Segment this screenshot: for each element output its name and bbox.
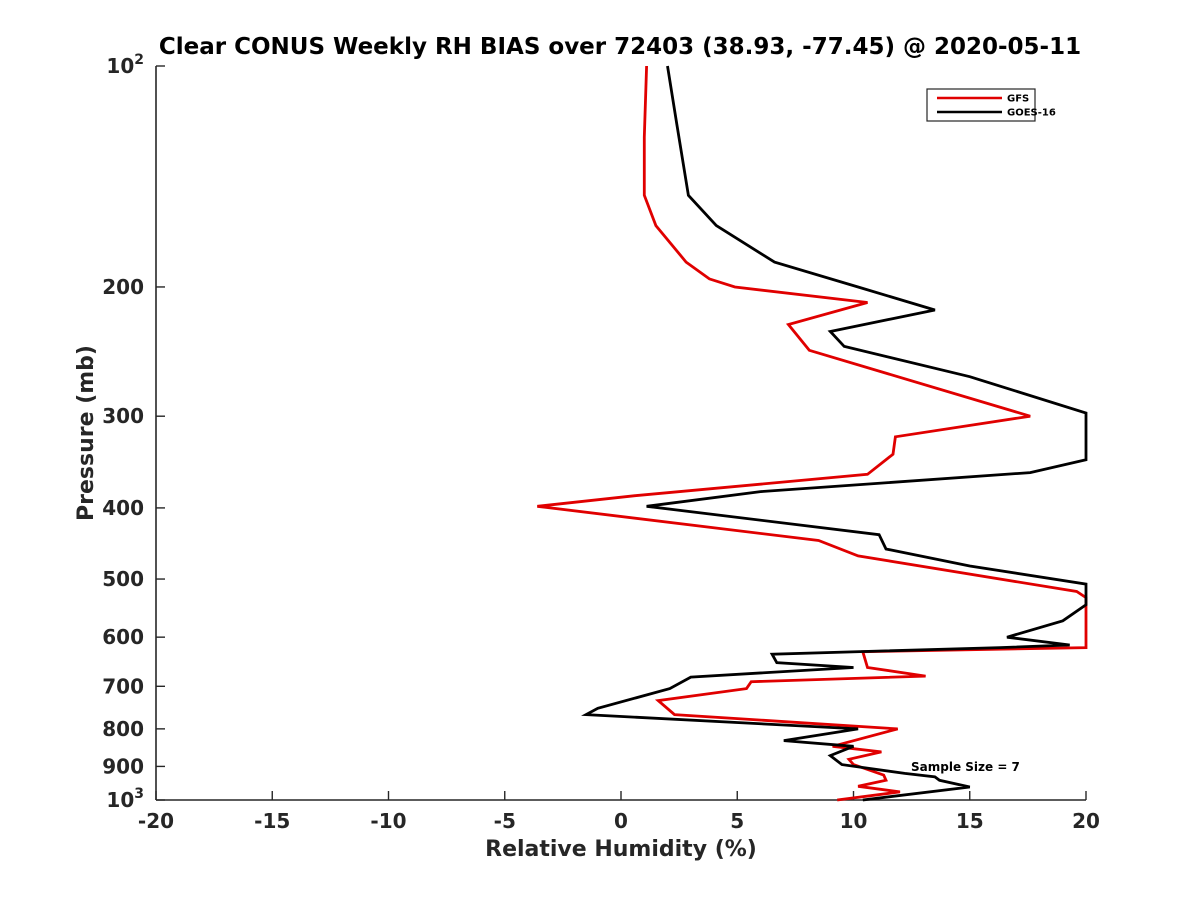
y-tick-base: 10 [106, 54, 134, 78]
legend: GFS GOES-16 [926, 88, 1056, 122]
x-tick-label: 0 [614, 809, 628, 833]
y-tick-base: 10 [106, 788, 134, 812]
y-tick-label: 600 [102, 625, 144, 649]
x-tick-label: 15 [956, 809, 984, 833]
legend-box [926, 88, 1036, 122]
y-tick-base: 800 [102, 717, 144, 741]
y-tick-label: 700 [102, 674, 144, 698]
y-tick-exponent: 2 [134, 52, 144, 68]
x-tick-label: -20 [138, 809, 174, 833]
chart-title: Clear CONUS Weekly RH BIAS over 72403 (3… [159, 34, 1081, 60]
x-tick-label: -10 [370, 809, 406, 833]
series-lines [537, 65, 1088, 802]
axis-ticks: -20 -15 -10 -5 0 5 10 15 20102200300400500600700… [102, 52, 1100, 833]
y-tick-base: 400 [102, 496, 144, 520]
x-tick-label: 20 [1072, 809, 1100, 833]
y-tick-base: 200 [102, 275, 144, 299]
series-line-gfs [537, 65, 1088, 802]
y-tick-label: 800 [102, 717, 144, 741]
y-tick-label: 102 [106, 52, 144, 78]
y-axis-label: Pressure (mb) [74, 345, 99, 521]
y-tick-label: 300 [102, 404, 144, 428]
legend-label: GFS [1007, 94, 1029, 105]
y-tick-base: 700 [102, 674, 144, 698]
x-tick-label: 10 [840, 809, 868, 833]
y-tick-label: 200 [102, 275, 144, 299]
series-line-goes-16 [581, 65, 1088, 802]
y-tick-label: 900 [102, 754, 144, 778]
sample-size-annotation: Sample Size = 7 [911, 760, 1020, 774]
y-tick-label: 103 [106, 786, 144, 812]
x-tick-label: 5 [730, 809, 744, 833]
plot-area: -20 -15 -10 -5 0 5 10 15 20102200300400500600700… [102, 52, 1100, 833]
y-tick-label: 500 [102, 567, 144, 591]
y-tick-base: 600 [102, 625, 144, 649]
x-axis-label: Relative Humidity (%) [485, 837, 757, 862]
legend-label: GOES-16 [1007, 108, 1056, 119]
y-tick-base: 300 [102, 404, 144, 428]
y-tick-base: 900 [102, 754, 144, 778]
y-tick-label: 400 [102, 496, 144, 520]
y-tick-exponent: 3 [134, 786, 144, 802]
x-tick-label: -15 [254, 809, 290, 833]
y-tick-base: 500 [102, 567, 144, 591]
x-tick-label: -5 [494, 809, 516, 833]
